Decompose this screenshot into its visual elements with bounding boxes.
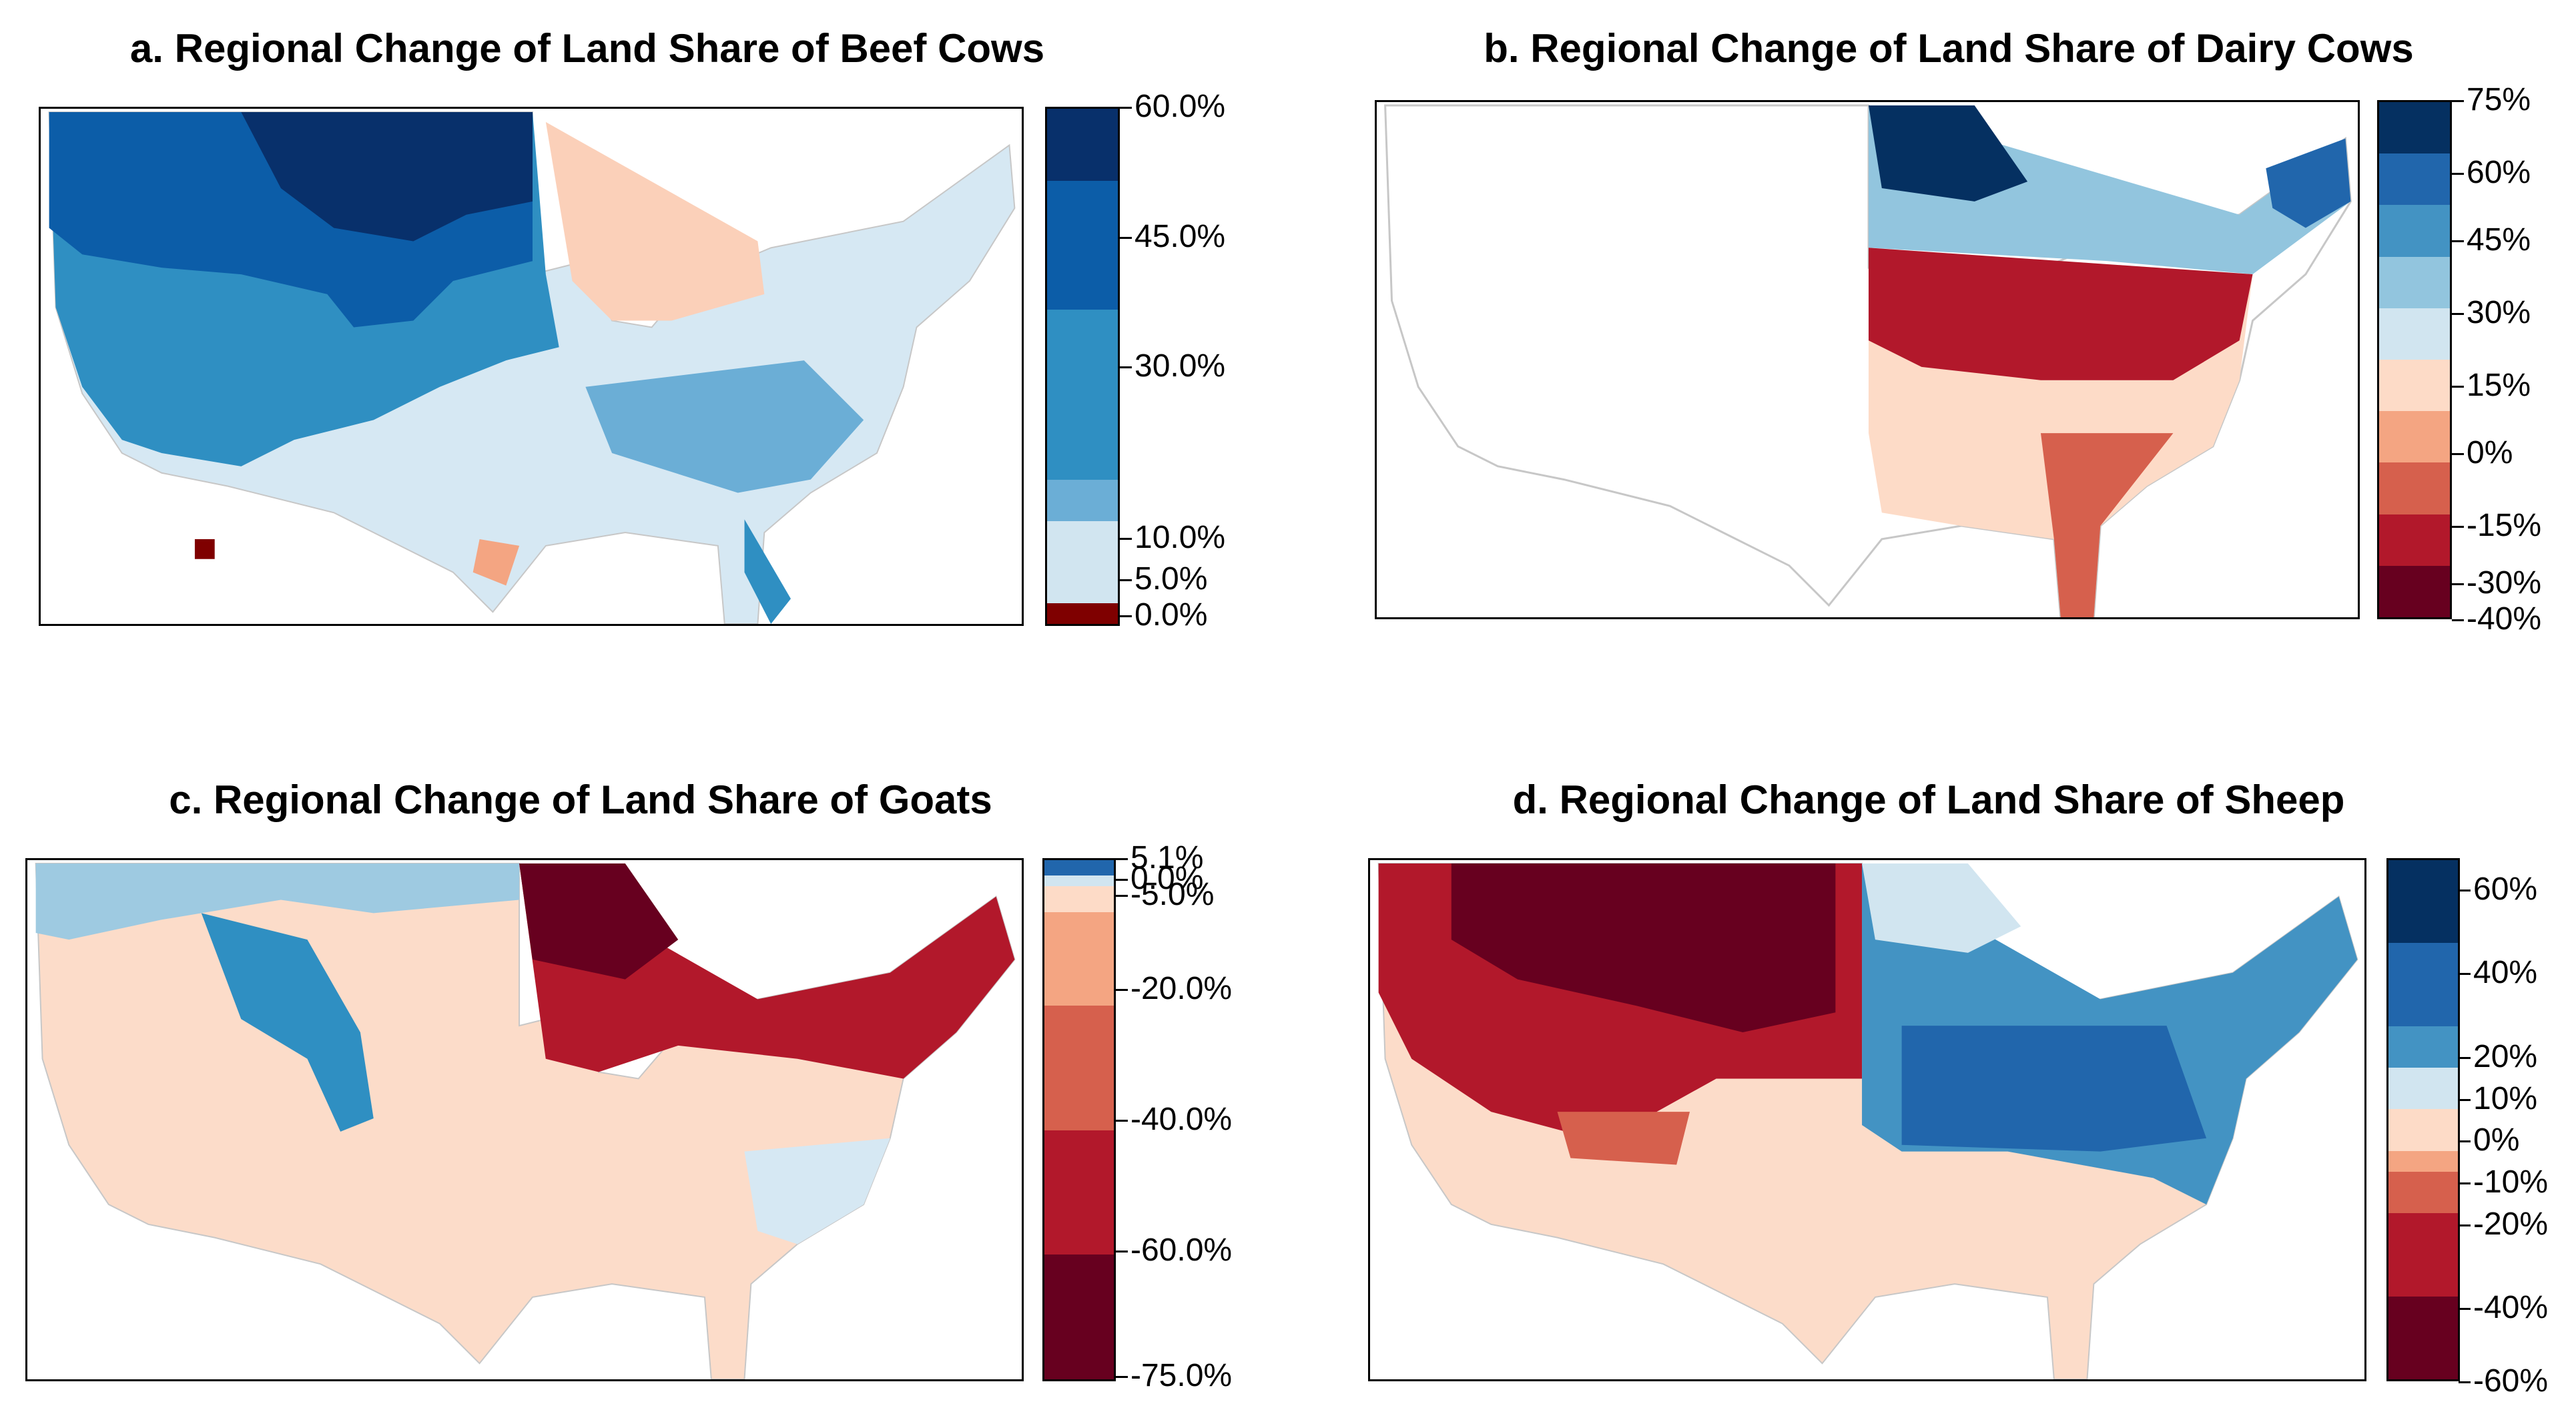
panel-d-map	[1368, 858, 2366, 1381]
legend-tick-label: 0.0%	[1115, 861, 1204, 897]
legend-tick-label: 15%	[2451, 367, 2531, 403]
legend-tick-label: -75.0%	[1115, 1358, 1233, 1394]
legend-band	[1044, 884, 1114, 912]
legend-tick-label: 0.0%	[1119, 597, 1208, 633]
legend-tick-label: 30%	[2451, 294, 2531, 330]
legend-tick-label: -40.0%	[1115, 1102, 1233, 1137]
legend-band	[2388, 1024, 2458, 1068]
legend-tick-label: -20%	[2458, 1206, 2549, 1242]
legend-band	[2388, 1211, 2458, 1297]
legend-band	[2379, 512, 2450, 566]
panel-d-title: d. Regional Change of Land Share of Shee…	[1512, 777, 2345, 822]
panel-b-legend-bar	[2377, 100, 2452, 619]
legend-tick-label: -40%	[2458, 1290, 2549, 1326]
legend-tick-label: 45.0%	[1119, 218, 1226, 254]
legend-band	[1047, 478, 1118, 521]
panel-b-map	[1375, 100, 2360, 619]
legend-tick-label: 45%	[2451, 222, 2531, 258]
panel-a-legend-bar	[1045, 107, 1120, 626]
legend-band	[1047, 308, 1118, 480]
legend-band	[1044, 1004, 1114, 1130]
legend-band	[2388, 1108, 2458, 1151]
legend-tick-label: 0%	[2458, 1122, 2520, 1158]
legend-band	[2379, 204, 2450, 257]
panel-c-choropleth	[35, 862, 1016, 1379]
legend-tick-label: 10%	[2458, 1080, 2538, 1116]
legend-band	[1047, 519, 1118, 604]
legend-band	[2388, 1149, 2458, 1172]
panel-c-map	[25, 858, 1024, 1381]
panel-c-legend-bar	[1042, 858, 1116, 1381]
legend-tick-label: 5.1%	[1115, 840, 1204, 875]
legend-band	[1044, 1253, 1114, 1379]
legend-tick-label: -30%	[2451, 565, 2542, 601]
legend-band	[1044, 1128, 1114, 1255]
legend-tick-label: -5.0%	[1115, 876, 1215, 912]
legend-band	[2379, 102, 2450, 154]
legend-tick-label: -15%	[2451, 507, 2542, 543]
legend-tick-label: 60%	[2451, 154, 2531, 190]
legend-tick-label: 60%	[2458, 871, 2538, 908]
legend-band	[2379, 306, 2450, 360]
legend-band	[1047, 601, 1118, 624]
legend-band	[2379, 151, 2450, 206]
legend-tick-label: -20.0%	[1115, 971, 1233, 1006]
panel-b-title: b. Regional Change of Land Share of Dair…	[1484, 26, 2414, 71]
legend-tick-label: -60%	[2458, 1363, 2549, 1399]
legend-band	[1044, 910, 1114, 1006]
panel-a-map	[39, 107, 1024, 626]
legend-tick-label: 40%	[2458, 955, 2538, 991]
legend-band	[1044, 874, 1114, 886]
legend-tick-label: 5.0%	[1119, 561, 1208, 597]
legend-band	[1044, 860, 1114, 876]
legend-band	[2379, 255, 2450, 308]
panel-a-choropleth	[48, 111, 1016, 624]
legend-band	[1047, 109, 1118, 182]
legend-tick-label: 60.0%	[1119, 89, 1226, 124]
panel-a-title: a. Regional Change of Land Share of Beef…	[129, 26, 1045, 71]
legend-tick-label: 0%	[2451, 435, 2513, 471]
legend-band	[1047, 179, 1118, 310]
legend-band	[2379, 409, 2450, 463]
legend-tick-label: 30.0%	[1119, 348, 1226, 384]
legend-tick-label: 20%	[2458, 1038, 2538, 1074]
legend-band	[2388, 1066, 2458, 1110]
legend-band	[2379, 564, 2450, 617]
legend-tick-label: -60.0%	[1115, 1232, 1233, 1268]
legend-band	[2388, 1170, 2458, 1214]
panel-d-legend-bar	[2386, 858, 2460, 1381]
legend-band	[2379, 461, 2450, 514]
legend-tick-label: -40%	[2451, 601, 2542, 637]
legend-band	[2388, 860, 2458, 944]
legend-band	[2388, 1295, 2458, 1379]
legend-tick-label: 75%	[2451, 82, 2531, 117]
legend-band	[2379, 358, 2450, 412]
panel-b-choropleth	[1384, 104, 2352, 617]
legend-band	[2388, 942, 2458, 1026]
panel-d-choropleth	[1377, 862, 2358, 1379]
legend-tick-label: 10.0%	[1119, 519, 1226, 555]
panel-c-title: c. Regional Change of Land Share of Goat…	[169, 777, 992, 822]
legend-tick-label: -10%	[2458, 1164, 2549, 1200]
